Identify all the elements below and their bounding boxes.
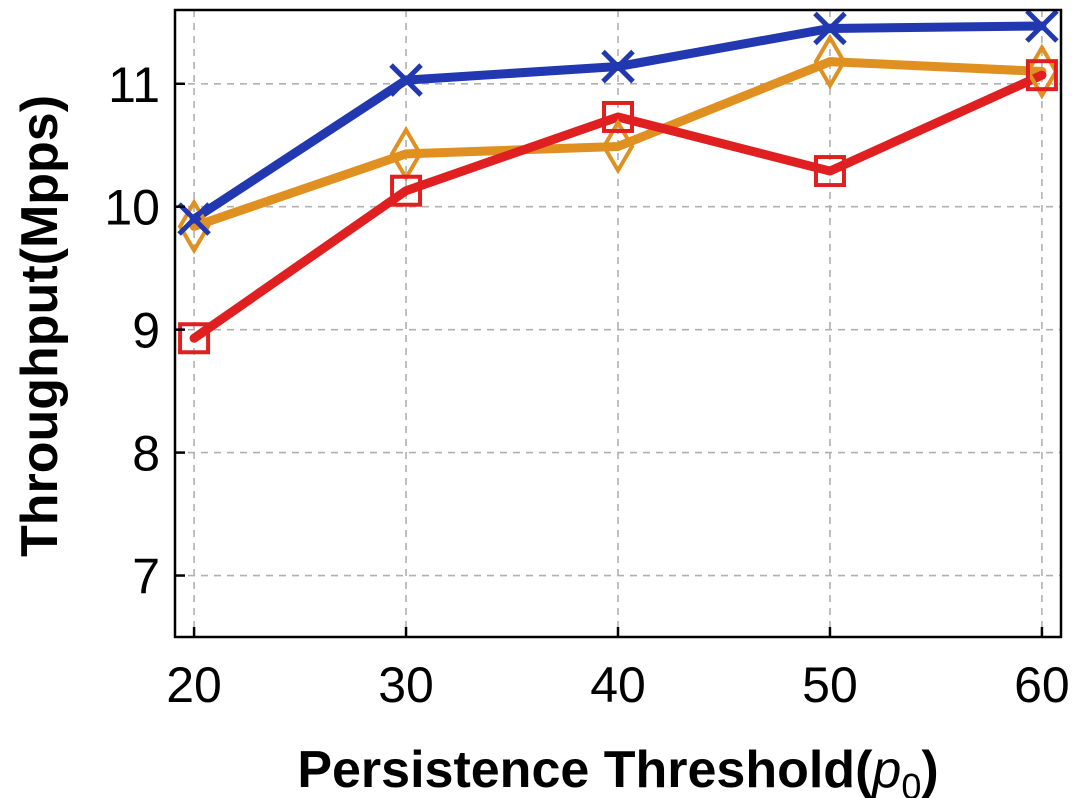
x-tick-label-20: 20 — [166, 657, 222, 713]
marker-x-30 — [389, 63, 423, 97]
marker-x-60 — [1025, 9, 1059, 43]
y-tick-label-9: 9 — [132, 303, 160, 359]
y-tick-label-8: 8 — [132, 426, 160, 482]
series-markers — [177, 9, 1059, 355]
marker-diamond-40 — [601, 118, 635, 175]
x-tick-label-40: 40 — [590, 657, 646, 713]
x-axis-title-subscript: 0 — [901, 766, 921, 798]
marker-square-20 — [178, 322, 211, 355]
marker-x-40 — [601, 49, 635, 84]
y-tick-label-10: 10 — [104, 180, 160, 236]
axis-ticks: 20 30 40 50 60 7 8 9 10 11 — [104, 57, 1069, 713]
marker-square-50 — [813, 155, 846, 188]
x-axis-title-text: Persistence Threshold( — [297, 741, 873, 798]
x-axis-title-close: ) — [921, 741, 938, 798]
y-axis-title: Throughput(Mpps) — [11, 95, 69, 557]
marker-x-50 — [813, 11, 847, 46]
marker-diamond-50 — [813, 33, 847, 90]
series-line-diamond — [189, 57, 1047, 231]
series-line-square — [189, 70, 1047, 343]
marker-x-20 — [177, 202, 211, 236]
marker-diamond-60 — [1025, 43, 1059, 100]
marker-square-40 — [602, 100, 634, 133]
y-tick-label-7: 7 — [132, 549, 160, 605]
marker-diamond-20 — [177, 198, 211, 255]
x-tick-label-50: 50 — [802, 657, 858, 713]
marker-square-30 — [390, 174, 423, 207]
x-axis-title: Persistence Threshold(p0) — [297, 741, 938, 798]
y-tick-label-11: 11 — [108, 57, 160, 113]
x-axis-title-symbol: p — [870, 741, 901, 798]
x-tick-label-30: 30 — [378, 657, 434, 713]
marker-square-60 — [1025, 59, 1058, 92]
x-tick-label-60: 60 — [1014, 657, 1070, 713]
